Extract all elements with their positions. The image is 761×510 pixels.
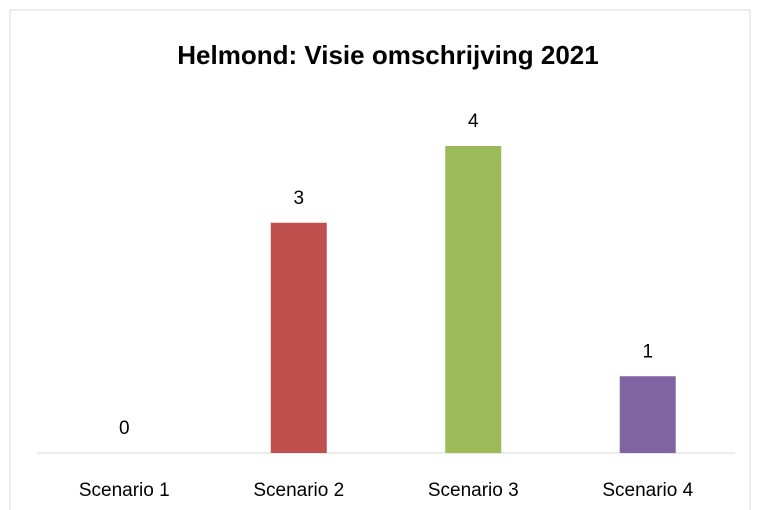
x-tick-label: Scenario 1 — [79, 480, 170, 501]
chart-title: Helmond: Visie omschrijving 2021 — [177, 40, 598, 70]
x-tick-label: Scenario 3 — [428, 480, 519, 501]
data-label: 4 — [468, 111, 479, 132]
x-tick-label: Scenario 2 — [253, 480, 344, 501]
bar — [270, 222, 327, 453]
data-label: 3 — [293, 188, 304, 209]
chart-border — [9, 9, 751, 510]
x-tick-label: Scenario 4 — [602, 480, 693, 501]
data-label: 1 — [642, 341, 653, 362]
bar — [445, 146, 502, 453]
bar — [619, 376, 676, 453]
data-label: 0 — [119, 418, 130, 439]
